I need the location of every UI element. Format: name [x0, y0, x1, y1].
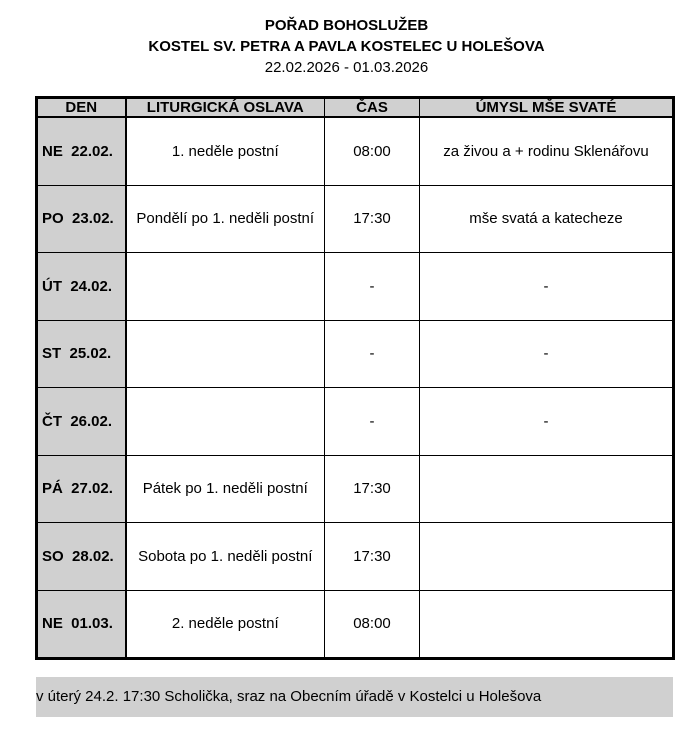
table-row: NE 22.02. 1. neděle postní 08:00 za živou a… [36, 116, 674, 186]
day-cell: ČT 26.02. [36, 387, 127, 456]
day-cell: PO 23.02. [36, 184, 127, 253]
time-cell: 08:00 [324, 589, 420, 659]
table-row: SO 28.02. Sobota po 1. neděli postní 17:30 [36, 522, 674, 591]
celebration-cell: Pondělí po 1. neděli postní [125, 184, 325, 253]
note-box: v úterý 24.2. 17:30 Scholička, sraz na O… [36, 677, 673, 717]
celebration-cell [125, 252, 325, 321]
celebration-cell: 1. neděle postní [125, 116, 325, 186]
day-cell: SO 28.02. [36, 522, 127, 591]
table-row: PÁ 27.02. Pátek po 1. neděli postní 17:30 [36, 454, 674, 523]
day-cell: PÁ 27.02. [36, 454, 127, 523]
celebration-cell: 2. neděle postní [125, 589, 325, 659]
column-header-celebration: LITURGICKÁ OSLAVA [125, 97, 325, 118]
table-row: PO 23.02. Pondělí po 1. neděli postní 17:3… [36, 184, 674, 253]
table-row: ST 25.02. - - [36, 319, 674, 388]
intention-cell: mše svatá a katecheze [419, 184, 674, 253]
time-cell: 08:00 [324, 116, 420, 186]
day-cell: NE 22.02. [36, 116, 127, 186]
celebration-cell [125, 387, 325, 456]
column-header-intention: ÚMYSL MŠE SVATÉ [419, 97, 674, 118]
time-cell: 17:30 [324, 454, 420, 523]
intention-cell [419, 522, 674, 591]
intention-cell: za živou a + rodinu Sklenářovu [419, 116, 674, 186]
time-cell: 17:30 [324, 184, 420, 253]
day-cell: NE 01.03. [36, 589, 127, 659]
intention-cell [419, 454, 674, 523]
table-header-row: DEN LITURGICKÁ OSLAVA ČAS ÚMYSL MŠE SVAT… [36, 97, 674, 118]
table-row: ČT 26.02. - - [36, 387, 674, 456]
column-header-time: ČAS [324, 97, 420, 118]
time-cell: - [324, 319, 420, 388]
celebration-cell: Sobota po 1. neděli postní [125, 522, 325, 591]
intention-cell: - [419, 252, 674, 321]
church-name: KOSTEL SV. PETRA A PAVLA KOSTELEC U HOLE… [148, 38, 545, 55]
schedule-table: DEN LITURGICKÁ OSLAVA ČAS ÚMYSL MŠE SVAT… [35, 96, 675, 660]
intention-cell [419, 589, 674, 659]
celebration-cell: Pátek po 1. neděli postní [125, 454, 325, 523]
time-cell: 17:30 [324, 522, 420, 591]
table-row: ÚT 24.02. - - [36, 252, 674, 321]
time-cell: - [324, 387, 420, 456]
column-header-day: DEN [36, 97, 127, 118]
day-cell: ST 25.02. [36, 319, 127, 388]
intention-cell: - [419, 387, 674, 456]
intention-cell: - [419, 319, 674, 388]
celebration-cell [125, 319, 325, 388]
time-cell: - [324, 252, 420, 321]
date-range: 22.02.2026 - 01.03.2026 [264, 59, 429, 76]
table-row: NE 01.03. 2. neděle postní 08:00 [36, 589, 674, 659]
day-cell: ÚT 24.02. [36, 252, 127, 321]
page-title: POŘAD BOHOSLUŽEB [264, 17, 429, 34]
